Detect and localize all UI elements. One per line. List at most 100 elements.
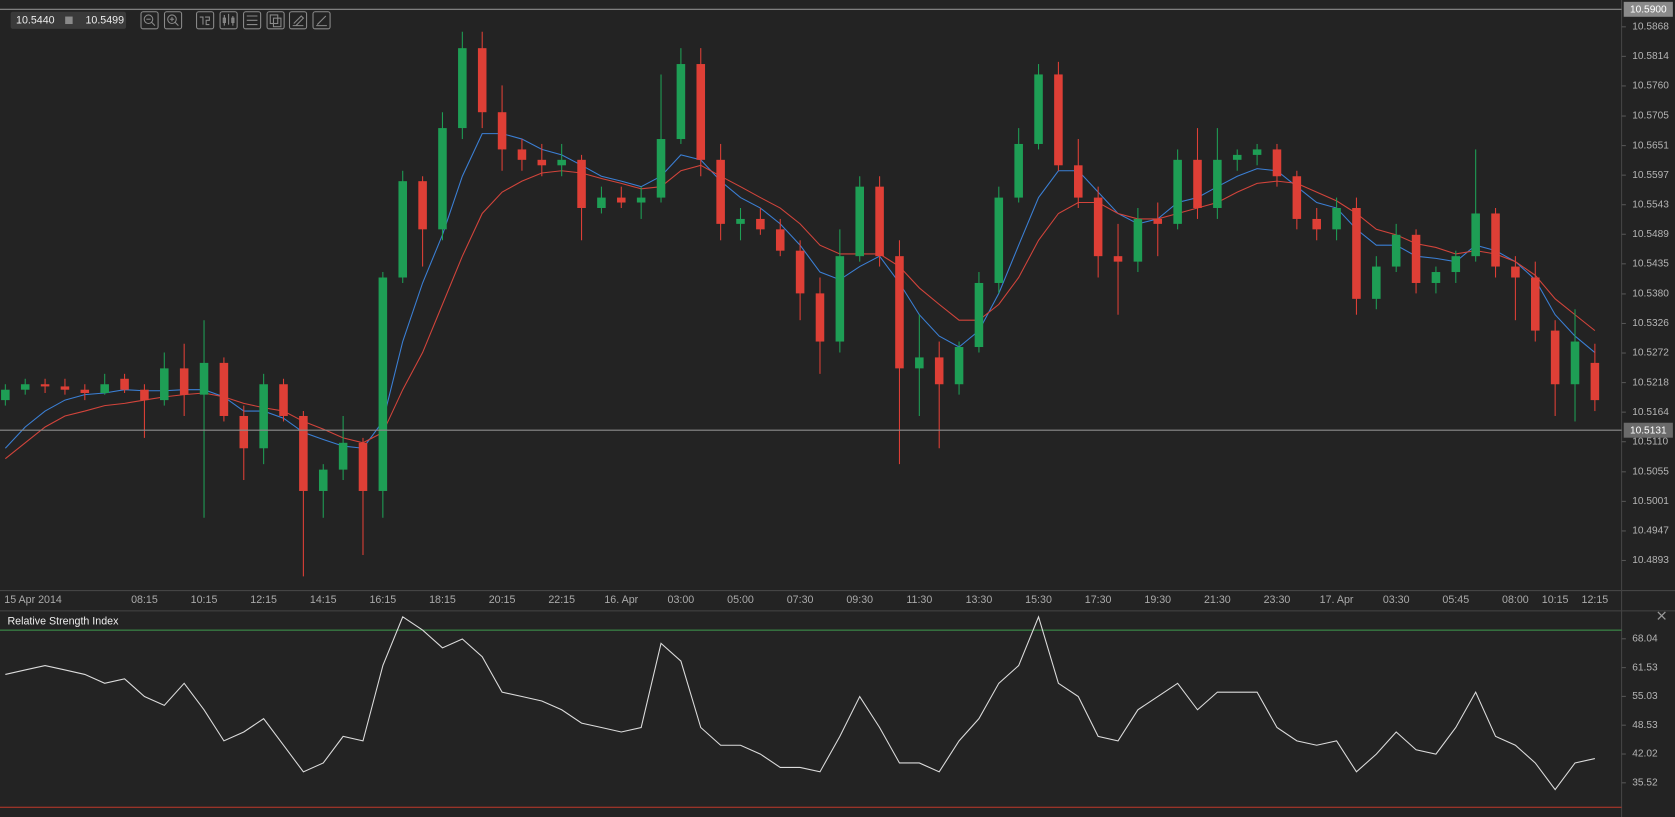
candle-body	[915, 357, 924, 369]
close-indicator-button[interactable]	[1657, 611, 1666, 620]
x-tick-label: 15:30	[1025, 594, 1052, 606]
candle-body	[1332, 207, 1341, 230]
y-tick-label: 10.5001	[1632, 496, 1669, 507]
candle-body	[358, 442, 368, 491]
candle-body	[40, 384, 50, 387]
x-tick-label: 03:00	[668, 594, 695, 606]
candle-body	[815, 293, 825, 342]
candle-body	[160, 368, 169, 401]
zoom-in-button[interactable]	[163, 11, 183, 30]
candle-body	[1312, 218, 1321, 230]
y-tick-label: 10.5218	[1632, 377, 1669, 388]
price-label-box	[1623, 422, 1673, 438]
x-tick-label: 11:30	[906, 594, 932, 606]
candle-body	[140, 389, 149, 401]
y-tick-label: 10.5110	[1632, 436, 1668, 447]
x-tick-label: 17:30	[1085, 594, 1112, 606]
y-tick-label: 10.5326	[1632, 318, 1669, 329]
candle-body	[1034, 74, 1043, 144]
candle-body	[299, 415, 308, 491]
x-tick-label: 07:30	[787, 594, 814, 606]
x-tick-label: 22:15	[548, 594, 575, 606]
x-tick-label: 15 Apr 2014	[4, 594, 62, 606]
candle-body	[1590, 362, 1600, 401]
y-tick-label: 10.5435	[1632, 258, 1669, 269]
candle-body	[1153, 218, 1163, 224]
candle-body	[1093, 197, 1103, 257]
candle-body	[1054, 74, 1063, 166]
y-tick-label: 55.03	[1632, 691, 1658, 702]
candle-body	[398, 181, 407, 278]
y-tick-label: 10.5543	[1632, 199, 1669, 210]
templates-button[interactable]	[266, 11, 285, 30]
candle-body	[1451, 256, 1461, 273]
candle-body	[1570, 341, 1580, 385]
candle-body	[120, 378, 129, 390]
candle-body	[1292, 176, 1302, 219]
candle-body	[895, 256, 904, 369]
candle-body	[100, 384, 109, 393]
candle-body	[1074, 165, 1083, 198]
x-tick-label: 10:15	[1542, 594, 1569, 606]
y-tick-label: 10.5272	[1632, 348, 1669, 359]
candle-body	[1531, 277, 1540, 331]
y-tick-label: 10.5705	[1632, 111, 1669, 122]
candle-body	[597, 197, 606, 208]
y-tick-label: 48.53	[1632, 720, 1658, 731]
price-label: 10.5900	[1630, 5, 1667, 16]
candle-body	[279, 384, 288, 416]
x-tick-label: 05:45	[1442, 594, 1469, 606]
candle-body	[1232, 154, 1242, 160]
candle-body	[60, 386, 70, 390]
y-tick-label: 10.4893	[1632, 555, 1669, 566]
zoom-out-button[interactable]	[140, 11, 159, 30]
candle-body	[1391, 234, 1401, 267]
candle-body	[80, 389, 90, 393]
draw-button[interactable]	[312, 11, 331, 30]
candle-body	[1352, 207, 1361, 299]
candle-body	[1431, 272, 1441, 283]
indicator-title: Relative Strength Index	[7, 615, 119, 627]
candle-body	[537, 159, 547, 166]
candle-body	[855, 186, 864, 257]
candle-body	[775, 229, 785, 251]
timeframe-button[interactable]	[196, 11, 215, 30]
candle-body	[1491, 213, 1500, 267]
x-tick-label: 14:15	[310, 594, 337, 606]
candle-body	[1113, 256, 1123, 262]
x-tick-label: 20:15	[489, 594, 516, 606]
x-tick-label: 10:15	[191, 594, 218, 606]
candle-body	[497, 112, 507, 150]
candle-body	[1213, 159, 1222, 208]
x-tick-label: 13:30	[966, 594, 993, 606]
x-tick-label: 17. Apr	[1320, 594, 1354, 606]
candle-body	[1014, 143, 1023, 198]
y-tick-label: 10.5489	[1632, 229, 1669, 240]
y-tick-label: 10.5597	[1632, 170, 1669, 181]
bid-price: 10.5440	[16, 15, 55, 27]
candle-body	[1272, 149, 1282, 177]
indicators-button[interactable]	[243, 11, 262, 30]
candle-body	[1471, 213, 1480, 257]
candle-body	[1511, 266, 1520, 278]
edit-button[interactable]	[288, 11, 308, 30]
y-tick-label: 10.5868	[1632, 21, 1669, 32]
candle-body	[676, 64, 686, 140]
candle-body	[954, 347, 964, 385]
chart-type-button[interactable]	[219, 11, 238, 30]
quote-separator	[65, 16, 73, 25]
candle-body	[239, 415, 249, 449]
candle-body	[1252, 149, 1262, 155]
candle-body	[716, 159, 725, 224]
x-tick-label: 12:15	[250, 594, 277, 606]
y-tick-label: 61.53	[1632, 662, 1658, 673]
y-tick-label: 10.5164	[1632, 407, 1669, 418]
y-tick-label: 42.02	[1632, 749, 1658, 760]
candle-body	[1, 389, 10, 401]
x-tick-label: 16. Apr	[604, 594, 638, 606]
candle-body	[338, 442, 348, 470]
